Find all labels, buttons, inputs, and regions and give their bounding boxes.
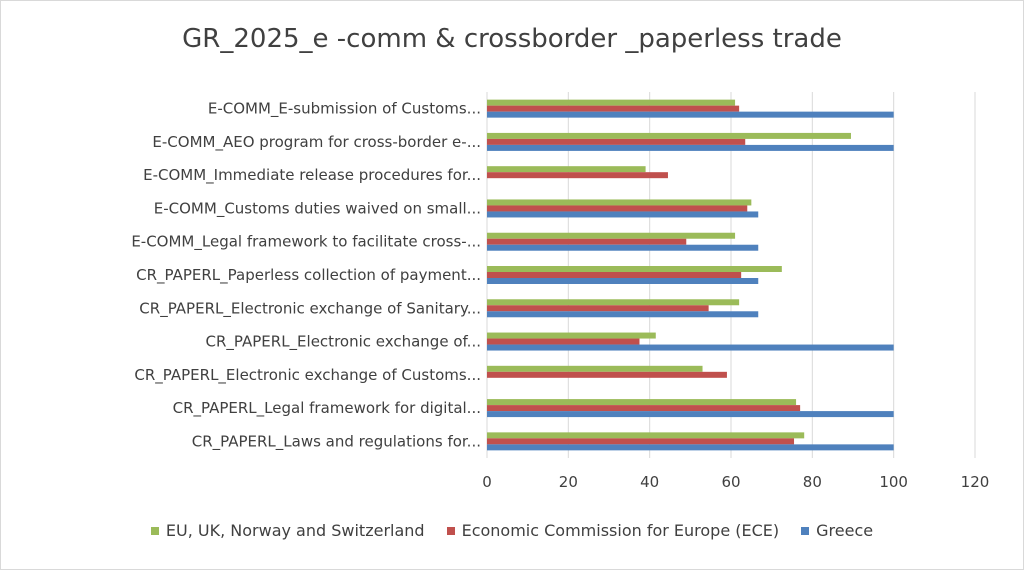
category-label: CR_PAPERL_Electronic exchange of... (206, 333, 481, 352)
bar-9-series-1 (487, 365, 703, 372)
category-label: E-COMM_Legal framework to facilitate cro… (131, 233, 481, 252)
bar-6-series-3 (487, 278, 759, 284)
bar-8-series-2 (487, 338, 640, 345)
bar-5-series-2 (487, 238, 687, 245)
category-label: CR_PAPERL_Electronic exchange of Customs… (134, 366, 481, 385)
bar-4-series-3 (487, 211, 759, 218)
legend-swatch (150, 526, 159, 535)
x-tick-labels: 0 20 40 60 80 100 120 (482, 473, 989, 491)
category-label: CR_PAPERL_Paperless collection of paymen… (136, 266, 481, 285)
x-tick-label: 80 (803, 473, 822, 491)
category-label: CR_PAPERL_Laws and regulations for... (192, 432, 481, 451)
bar-2-series-2 (487, 138, 746, 145)
legend-label: Greece (816, 521, 874, 540)
bars (487, 99, 894, 451)
legend-swatch (801, 526, 810, 535)
bar-3-series-2 (487, 172, 668, 179)
bar-8-series-1 (487, 332, 656, 339)
bar-2-series-3 (487, 144, 894, 151)
legend-item: Greece (801, 521, 873, 540)
x-tick-label: 60 (721, 473, 740, 491)
category-label: CR_PAPERL_Legal framework for digital... (173, 399, 481, 418)
bar-5-series-3 (487, 244, 759, 251)
category-label: E-COMM_Customs duties waived on small... (154, 199, 481, 218)
bar-10-series-2 (487, 405, 801, 412)
x-tick-label: 20 (559, 473, 578, 491)
bar-10-series-3 (487, 411, 894, 418)
bar-6-series-2 (487, 272, 742, 278)
legend-label: EU, UK, Norway and Switzerland (165, 521, 425, 540)
bar-5-series-1 (487, 232, 736, 239)
bar-2-series-1 (487, 132, 851, 139)
x-tick-label: 40 (640, 473, 659, 491)
bar-11-series-2 (487, 438, 795, 445)
bar-1-series-1 (487, 99, 736, 106)
bar-7-series-1 (487, 299, 740, 306)
x-tick-label: 0 (482, 473, 492, 491)
bar-11-series-1 (487, 432, 805, 439)
bar-3-series-1 (487, 166, 646, 173)
category-label: E-COMM_Immediate release procedures for.… (143, 166, 481, 185)
category-label: CR_PAPERL_Electronic exchange of Sanitar… (139, 299, 481, 318)
legend-swatch (446, 526, 455, 535)
x-tick-label: 120 (961, 473, 990, 491)
category-labels: E-COMM_E-submission of Customs... E-COMM_… (131, 100, 481, 452)
legend-item: EU, UK, Norway and Switzerland (150, 521, 425, 540)
bar-6-series-1 (487, 266, 782, 272)
bar-8-series-3 (487, 344, 894, 351)
bar-7-series-3 (487, 311, 759, 318)
bar-9-series-2 (487, 371, 727, 378)
bar-10-series-1 (487, 399, 797, 406)
bar-11-series-3 (487, 444, 894, 451)
x-tick-label: 100 (879, 473, 908, 491)
bar-1-series-2 (487, 105, 740, 112)
chart-title: GR_2025_e -comm & crossborder _paperless… (182, 24, 842, 54)
bar-4-series-2 (487, 205, 748, 212)
category-label: E-COMM_E-submission of Customs... (208, 100, 481, 119)
bar-4-series-1 (487, 199, 752, 206)
bar-1-series-3 (487, 111, 894, 118)
bar-7-series-2 (487, 305, 709, 312)
legend-label: Economic Commission for Europe (ECE) (461, 521, 780, 540)
legend: EU, UK, Norway and Switzerland Economic C… (0, 521, 1024, 540)
legend-item: Economic Commission for Europe (ECE) (446, 521, 780, 540)
category-label: E-COMM_AEO program for cross-border e-..… (152, 133, 481, 152)
